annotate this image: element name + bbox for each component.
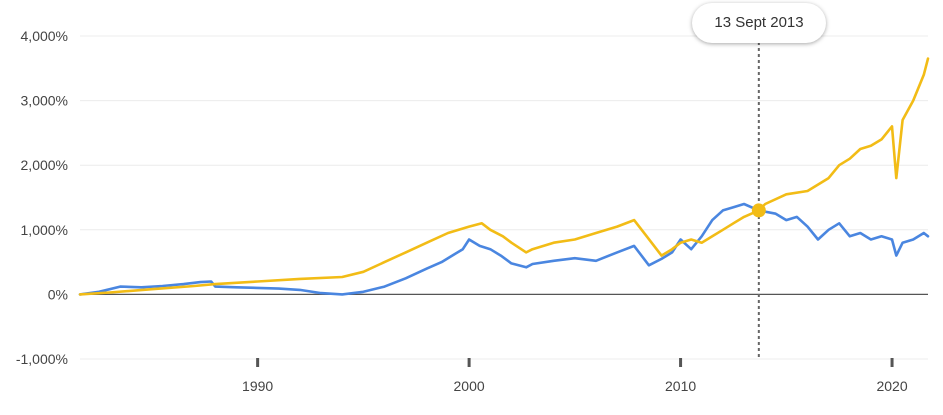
y-tick-label: -1,000% <box>16 351 68 367</box>
y-tick-label: 3,000% <box>21 93 68 109</box>
x-tick-label: 2010 <box>665 378 696 394</box>
x-axis: 1990 2000 2010 2020 <box>242 358 908 394</box>
x-tick-label: 1990 <box>242 378 273 394</box>
y-tick-label: 0% <box>48 286 68 302</box>
x-tick-label: 2000 <box>454 378 485 394</box>
crosshair-marker <box>751 203 766 218</box>
date-tooltip: 13 Sept 2013 <box>692 3 826 43</box>
y-tick-label: 2,000% <box>21 157 68 173</box>
y-tick-label: 4,000% <box>21 28 68 44</box>
series-lines <box>78 57 930 296</box>
series-line-1 <box>78 202 930 296</box>
y-axis: -1,000% 0% 1,000% 2,000% 3,000% 4,000% <box>16 28 68 367</box>
series-line-2 <box>78 57 930 296</box>
y-tick-label: 1,000% <box>21 222 68 238</box>
grid-lines <box>80 35 928 360</box>
x-tick-label: 2020 <box>876 378 907 394</box>
crosshair <box>751 42 766 359</box>
